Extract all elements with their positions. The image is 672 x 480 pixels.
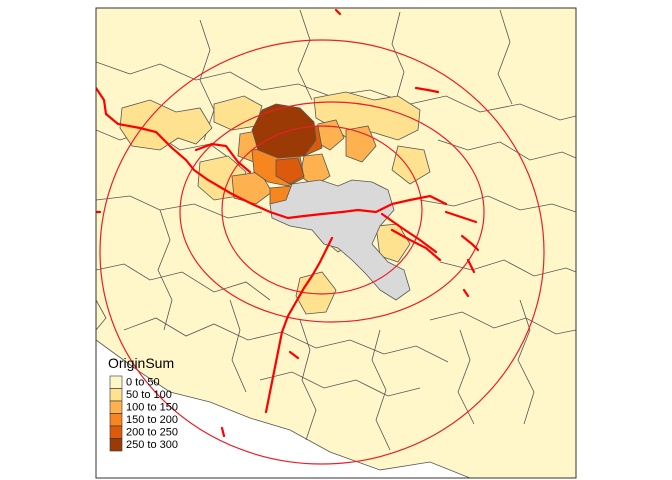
buffer-circle-middle (179, 101, 485, 323)
route-lines (96, 8, 480, 438)
legend-label: 200 to 250 (126, 427, 178, 439)
no-data-region (269, 179, 411, 301)
buffer-circle-outer (99, 39, 545, 465)
buffer-circle-inner (221, 125, 423, 295)
map-frame (95, 7, 577, 479)
legend-label: 50 to 100 (126, 389, 172, 401)
district-boundaries (96, 9, 576, 451)
legend-swatch (109, 400, 123, 414)
class-50-100-regions (119, 91, 431, 315)
legend-swatch (109, 413, 123, 427)
legend-swatch (109, 388, 123, 402)
class-100-150-regions (231, 119, 377, 205)
legend-label: 250 to 300 (126, 439, 178, 451)
legend-swatch (109, 425, 123, 439)
class-250-300-region (251, 103, 317, 159)
legend-label: 100 to 150 (126, 402, 178, 414)
buffer-circles (99, 39, 545, 465)
legend-swatch (109, 438, 123, 452)
legend-label: 0 to 50 (126, 377, 160, 389)
legend-swatch (109, 375, 123, 389)
legend-title: OriginSum (108, 355, 174, 371)
legend-label: 150 to 200 (126, 414, 178, 426)
